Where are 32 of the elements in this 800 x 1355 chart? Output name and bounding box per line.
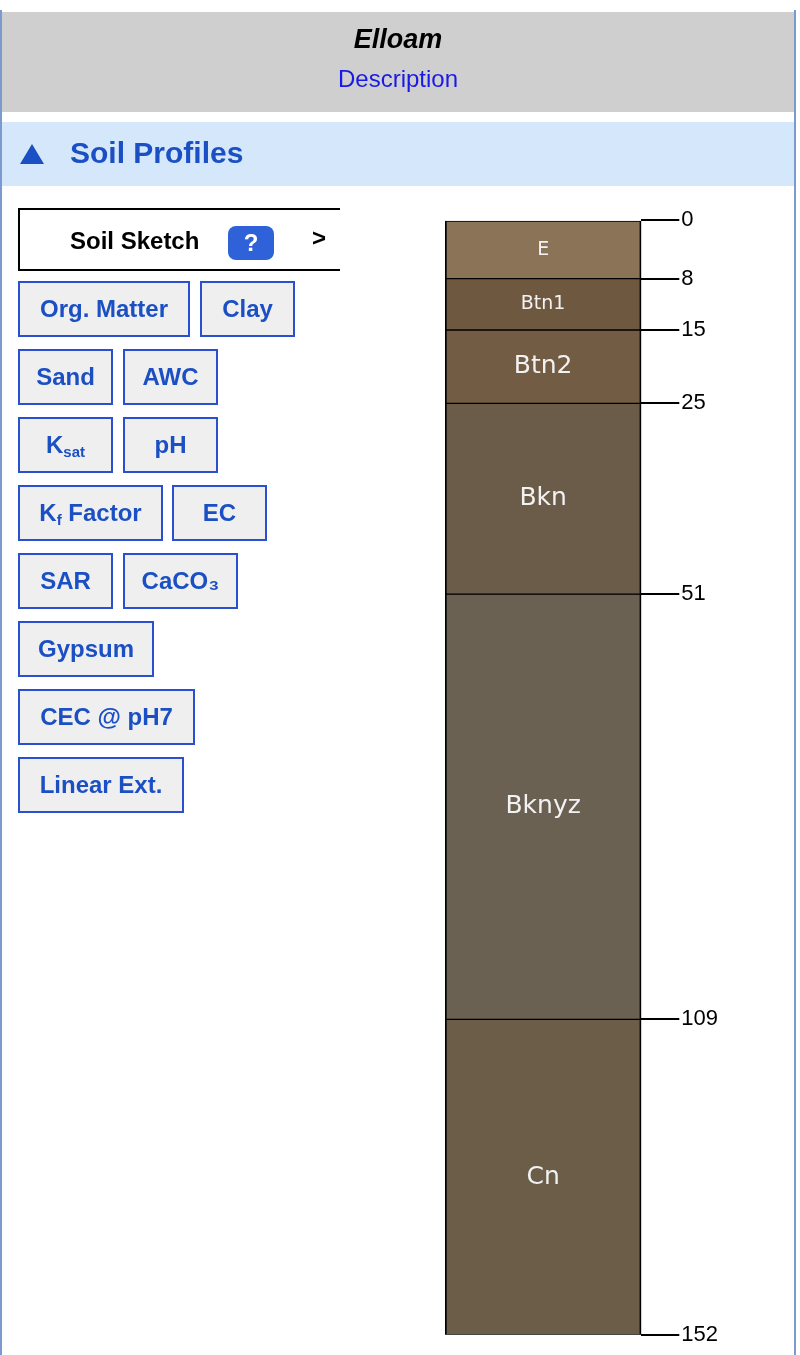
y-tick-label: 0	[681, 206, 694, 232]
y-tick-label: 25	[681, 389, 706, 415]
text: Description	[336, 65, 459, 93]
series-label: Cn	[526, 1160, 560, 1190]
text: Gypsum	[18, 621, 154, 677]
text: Linear Ext.	[18, 757, 184, 813]
y-tick-label: 8	[681, 264, 694, 290]
text: CaCO₃	[123, 553, 238, 609]
text: SAR	[18, 553, 113, 609]
chart-title: Elloam	[352, 24, 444, 55]
series-label: E	[537, 236, 550, 259]
y-tick-label: 15	[681, 316, 706, 342]
y-tick-label: 109	[681, 1005, 719, 1031]
y-tick-label: 51	[681, 580, 706, 606]
text: EC	[172, 485, 267, 541]
help-icon: ?	[228, 226, 274, 260]
text: AWC	[123, 349, 218, 405]
series-label: Btn2	[513, 350, 573, 380]
text: K$_{f}$ Factor	[18, 485, 163, 541]
text: Soil Sketch	[70, 227, 200, 255]
text: pH	[123, 417, 218, 473]
text: K$_{sat}$	[18, 417, 113, 473]
y-tick-label: 152	[681, 1320, 719, 1346]
text: Soil Profiles	[70, 136, 244, 170]
text: >	[312, 224, 327, 252]
text: Sand	[18, 349, 113, 405]
series-label: Btn1	[520, 291, 566, 314]
series-label: Bkn	[519, 482, 567, 512]
series-label: Bknyz	[505, 790, 581, 820]
text: Org. Matter	[18, 281, 190, 337]
text: CEC @ pH7	[18, 689, 195, 745]
text: Clay	[200, 281, 295, 337]
